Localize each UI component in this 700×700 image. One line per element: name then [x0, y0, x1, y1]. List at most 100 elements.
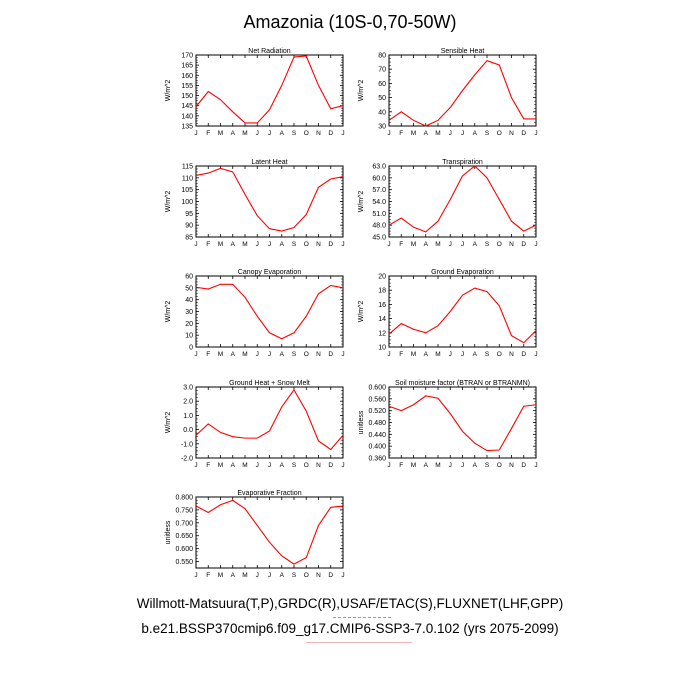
- panel-transpiration: Transpiration W/m^2 45.0 48.0 51.0 54.0 57.0 60…: [329, 154, 540, 266]
- y-tick-label: 14: [378, 316, 386, 323]
- y-tick-label: 48.0: [372, 223, 386, 230]
- x-tick-label: D: [328, 462, 333, 469]
- x-tick-label: M: [218, 130, 223, 137]
- x-tick-label: M: [411, 462, 416, 469]
- x-tick-label: J: [534, 351, 537, 358]
- x-tick-label: M: [435, 241, 440, 248]
- x-tick-label: D: [521, 351, 526, 358]
- plot-frame: [195, 275, 344, 348]
- x-tick-label: J: [256, 572, 259, 579]
- x-tick-label: J: [387, 130, 390, 137]
- y-tick-label: 100: [181, 199, 193, 206]
- panel-sensible-heat: Sensible Heat W/m^2 30 40 50 60 70 80 J F M A M J J A S O…: [329, 43, 540, 155]
- x-tick-label: S: [292, 130, 297, 137]
- y-tick-label: 155: [181, 83, 193, 90]
- x-tick-label: A: [280, 351, 285, 358]
- x-tick-label: A: [231, 572, 236, 579]
- plot-area: Evaporative Fraction unitless 0.550 0.600 0.…: [165, 490, 345, 579]
- y-tick-label: 0: [189, 345, 193, 352]
- x-tick-label: A: [424, 462, 429, 469]
- y-tick-label: 57.0: [372, 187, 386, 194]
- y-tick-label: 51.0: [372, 211, 386, 218]
- x-tick-label: O: [497, 241, 502, 248]
- x-tick-label: A: [231, 351, 236, 358]
- x-tick-label: J: [256, 462, 259, 469]
- chart-title: Latent Heat: [251, 159, 287, 166]
- y-tick-label: 160: [181, 73, 193, 80]
- x-tick-label: N: [316, 351, 321, 358]
- x-tick-label: F: [399, 241, 403, 248]
- y-tick-label: 0.520: [368, 408, 386, 415]
- plot-area: Soil moisture factor (BTRAN or BTRANMN) u…: [358, 380, 538, 469]
- x-tick-label: S: [292, 572, 297, 579]
- x-tick-label: A: [231, 462, 236, 469]
- chart-net-radiation: Net Radiation W/m^2 135 140 145 150 155 160 165 1…: [165, 48, 345, 137]
- x-tick-label: J: [341, 241, 344, 248]
- x-tick-label: O: [304, 462, 309, 469]
- chart-soil-moisture-factor: Soil moisture factor (BTRAN or BTRANMN) u…: [358, 380, 538, 469]
- chart-title: Sensible Heat: [441, 48, 485, 55]
- chart-title: Evaporative Fraction: [237, 490, 301, 497]
- footer-datasets: Willmott-Matsuura(T,P),GRDC(R),USAF/ETAC…: [136, 596, 564, 611]
- y-tick-label: 12: [378, 330, 386, 337]
- y-tick-label: 20: [185, 321, 193, 328]
- y-axis-label: W/m^2: [165, 80, 172, 102]
- series-line: [195, 55, 344, 124]
- x-tick-label: O: [304, 241, 309, 248]
- y-tick-label: 165: [181, 63, 193, 70]
- x-tick-label: A: [473, 462, 478, 469]
- x-tick-label: N: [316, 130, 321, 137]
- y-tick-label: 60: [185, 274, 193, 281]
- y-tick-label: 95: [185, 211, 193, 218]
- y-tick-label: 63.0: [372, 164, 386, 171]
- x-tick-label: J: [341, 462, 344, 469]
- x-tick-label: J: [449, 462, 452, 469]
- x-tick-label: N: [509, 462, 514, 469]
- x-tick-label: M: [242, 462, 247, 469]
- y-tick-label: 50: [378, 95, 386, 102]
- y-tick-label: 60.0: [372, 175, 386, 182]
- panel-canopy-evaporation: Canopy Evaporation W/m^2 0 10 20 30 40 50 60 J F M A…: [136, 264, 347, 376]
- x-tick-label: J: [341, 351, 344, 358]
- x-tick-label: O: [304, 572, 309, 579]
- y-axis-label: unitless: [165, 520, 172, 544]
- x-tick-label: M: [435, 462, 440, 469]
- x-tick-label: M: [242, 130, 247, 137]
- x-tick-label: A: [424, 130, 429, 137]
- y-tick-label: 54.0: [372, 199, 386, 206]
- series-line: [388, 395, 537, 452]
- x-tick-label: D: [521, 241, 526, 248]
- x-tick-label: N: [316, 241, 321, 248]
- x-tick-label: F: [206, 351, 210, 358]
- chart-title: Soil moisture factor (BTRAN or BTRANMN): [395, 380, 530, 387]
- panel-ground-heat-snow-melt: Ground Heat + Snow Melt W/m^2 -2.0 -1.0 0.0 1…: [136, 375, 347, 487]
- x-tick-label: J: [268, 241, 271, 248]
- y-tick-label: 40: [185, 297, 193, 304]
- y-tick-label: 0.400: [368, 444, 386, 451]
- x-tick-label: M: [218, 241, 223, 248]
- y-tick-label: 115: [182, 164, 193, 171]
- y-tick-label: 0.480: [368, 420, 386, 427]
- chart-title: Transpiration: [442, 159, 483, 166]
- x-tick-label: M: [242, 351, 247, 358]
- y-tick-label: 110: [182, 175, 193, 182]
- x-tick-label: M: [435, 130, 440, 137]
- x-tick-label: A: [280, 462, 285, 469]
- x-tick-label: M: [218, 351, 223, 358]
- y-tick-label: 0.600: [175, 546, 193, 553]
- x-tick-label: D: [521, 462, 526, 469]
- x-tick-label: J: [194, 351, 197, 358]
- y-axis-label: W/m^2: [165, 412, 172, 434]
- y-axis-label: W/m^2: [165, 301, 172, 323]
- x-tick-label: O: [497, 351, 502, 358]
- x-tick-label: M: [435, 351, 440, 358]
- y-tick-label: 10: [185, 333, 193, 340]
- x-tick-label: J: [449, 130, 452, 137]
- x-tick-label: O: [304, 351, 309, 358]
- x-tick-label: J: [449, 351, 452, 358]
